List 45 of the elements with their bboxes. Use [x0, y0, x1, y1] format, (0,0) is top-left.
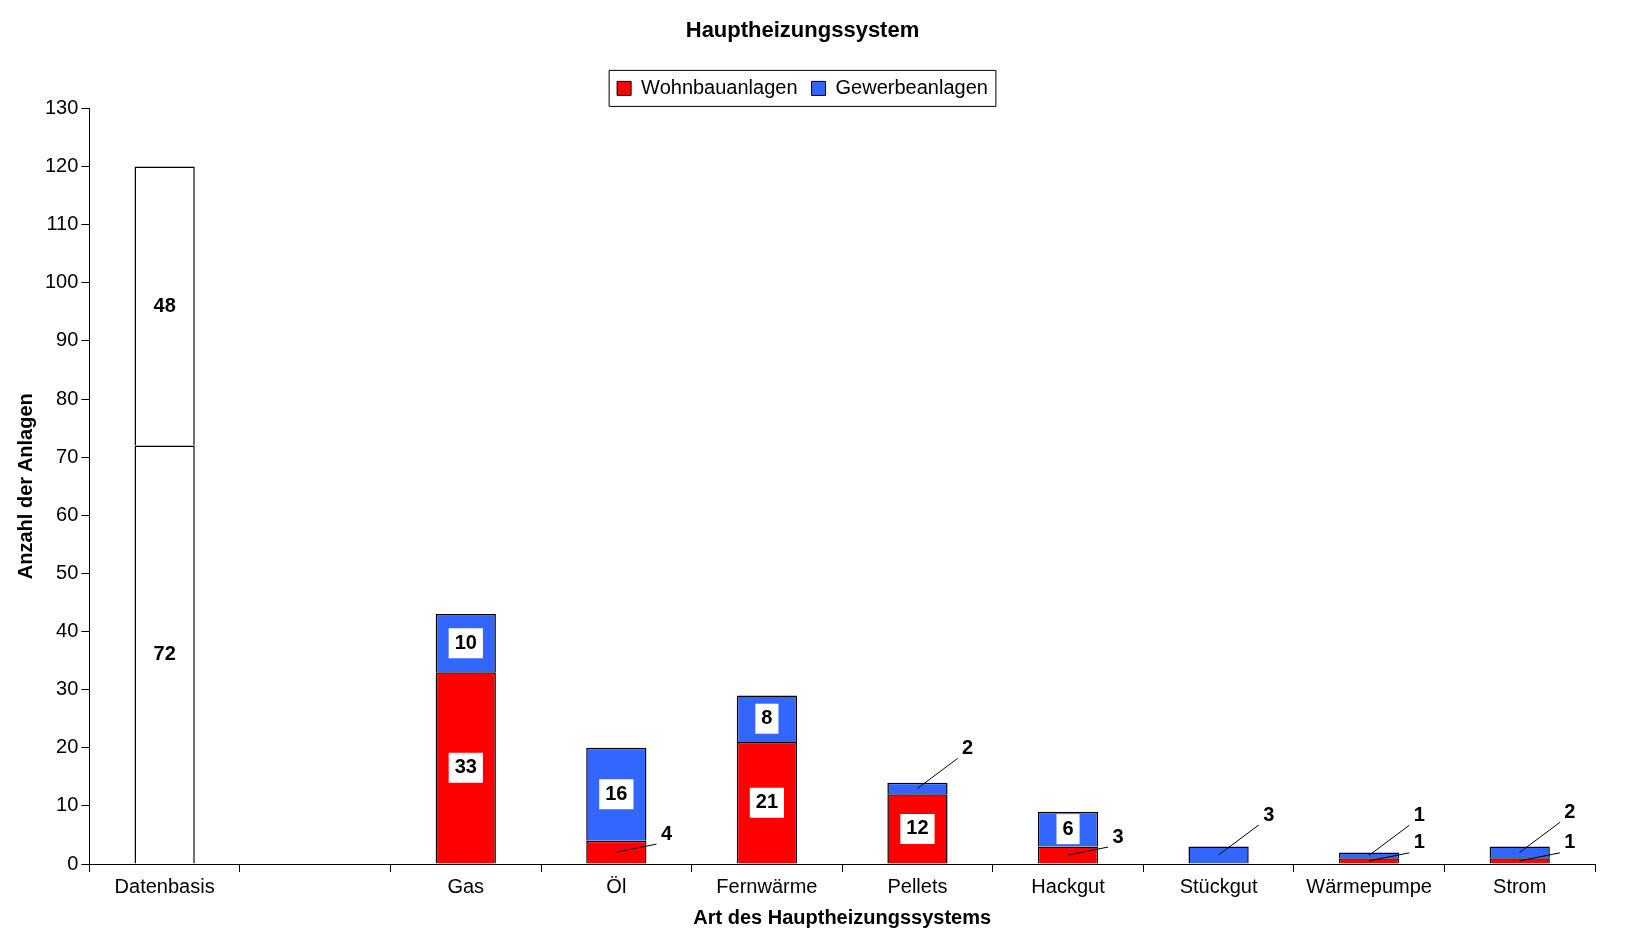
x-tick-label: Strom	[1493, 874, 1547, 897]
x-tick-label: Hackgut	[1031, 874, 1106, 897]
x-tick-label: Pellets	[887, 874, 948, 897]
x-tick-label: Wärmepumpe	[1306, 874, 1432, 897]
data-label: 4	[660, 821, 673, 844]
x-tick-label: Fernwärme	[716, 874, 818, 897]
data-label: 21	[755, 790, 779, 813]
y-tick-label: 50	[56, 560, 79, 583]
y-tick-label: 70	[56, 444, 79, 467]
data-label: 48	[153, 293, 176, 316]
y-tick-label: 80	[56, 386, 79, 409]
y-tick-label: 120	[44, 154, 79, 177]
chart-title: Hauptheizungssystem	[685, 17, 920, 43]
data-label: 3	[1263, 802, 1275, 825]
data-label: 8	[761, 706, 773, 729]
y-tick-label: 40	[56, 619, 79, 642]
y-tick-label: 110	[46, 212, 79, 235]
data-label: 3	[1112, 824, 1124, 847]
x-tick-label: Stückgut	[1179, 874, 1258, 897]
x-tick-label: Öl	[606, 874, 627, 897]
y-tick-label: 60	[56, 502, 79, 525]
legend-label: Wohnbauanlagen	[641, 75, 798, 98]
data-label: 1	[1413, 830, 1425, 853]
data-label: 33	[454, 755, 477, 778]
legend-label: Gewerbeanlagen	[835, 75, 988, 98]
data-label: 2	[1564, 799, 1576, 822]
data-label: 12	[906, 816, 929, 839]
y-tick-label: 130	[44, 95, 79, 118]
y-tick-label: 30	[56, 677, 79, 700]
y-tick-label: 10	[56, 793, 79, 816]
y-tick-label: 90	[56, 328, 79, 351]
y-axis-title: Anzahl der Anlagen	[13, 393, 36, 580]
y-tick-label: 0	[67, 851, 79, 874]
data-label: 2	[962, 735, 974, 758]
y-tick-label: 20	[56, 735, 79, 758]
data-label: 10	[454, 630, 477, 653]
data-label: 72	[153, 642, 176, 665]
x-tick-label: Gas	[447, 874, 485, 897]
data-label: 16	[605, 781, 628, 804]
x-axis-title: Art des Hauptheizungssystems	[693, 905, 992, 928]
y-tick-label: 100	[44, 270, 79, 293]
data-label: 1	[1564, 830, 1576, 853]
data-label: 6	[1062, 816, 1074, 839]
x-tick-label: Datenbasis	[114, 874, 215, 897]
data-label: 1	[1413, 802, 1425, 825]
